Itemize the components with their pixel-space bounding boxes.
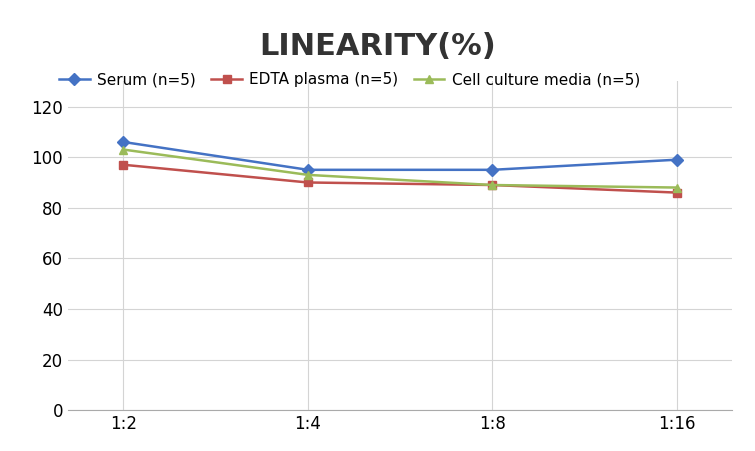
- Cell culture media (n=5): [488, 182, 497, 188]
- Line: EDTA plasma (n=5): EDTA plasma (n=5): [119, 161, 681, 197]
- Serum (n=5): [119, 139, 128, 145]
- Legend: Serum (n=5), EDTA plasma (n=5), Cell culture media (n=5): Serum (n=5), EDTA plasma (n=5), Cell cul…: [53, 66, 646, 93]
- Cell culture media (n=5): [673, 185, 682, 190]
- Serum (n=5): [488, 167, 497, 173]
- EDTA plasma (n=5): [488, 182, 497, 188]
- Line: Serum (n=5): Serum (n=5): [119, 138, 681, 174]
- Cell culture media (n=5): [119, 147, 128, 152]
- EDTA plasma (n=5): [304, 180, 313, 185]
- Line: Cell culture media (n=5): Cell culture media (n=5): [119, 145, 681, 192]
- EDTA plasma (n=5): [119, 162, 128, 167]
- EDTA plasma (n=5): [673, 190, 682, 195]
- Serum (n=5): [673, 157, 682, 162]
- Cell culture media (n=5): [304, 172, 313, 178]
- Serum (n=5): [304, 167, 313, 173]
- Text: LINEARITY(%): LINEARITY(%): [259, 32, 496, 60]
